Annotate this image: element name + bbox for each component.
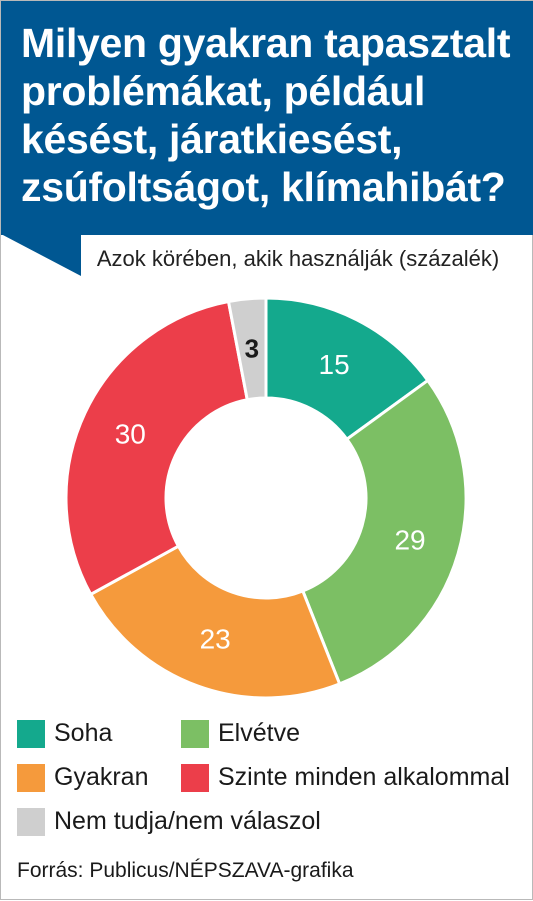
data-label-elvetve: 29 <box>394 524 425 555</box>
data-label-soha: 15 <box>319 349 350 380</box>
source-note: Forrás: Publicus/NÉPSZAVA-grafika <box>17 859 354 882</box>
legend-label-gyakran: Gyakran <box>54 763 149 791</box>
legend-label-soha: Soha <box>54 719 113 747</box>
legend-item-szinte-minden: Szinte minden alkalommal <box>181 763 510 792</box>
data-label-nem-tudja: 3 <box>245 334 259 364</box>
data-label-gyakran: 23 <box>200 624 231 655</box>
legend-swatch-szinte-minden <box>181 763 209 792</box>
data-label-szinte-minden: 30 <box>115 419 146 450</box>
legend-item-gyakran: Gyakran <box>17 763 148 792</box>
chart-subtitle: Azok körében, akik használják (százalék) <box>96 246 500 271</box>
header-banner: Milyen gyakran tapasztalt problémákat, p… <box>1 1 533 235</box>
legend-swatch-nem-tudja <box>17 807 45 836</box>
legend-swatch-gyakran <box>17 763 45 792</box>
legend-label-szinte-minden: Szinte minden alkalommal <box>218 763 510 791</box>
legend-label-elvetve: Elvétve <box>218 719 300 747</box>
slice-szinte-minden <box>64 299 250 597</box>
slice-elvetve <box>300 378 468 686</box>
legend-item-elvetve: Elvétve <box>181 719 300 748</box>
chart-title: Milyen gyakran tapasztalt problémákat, p… <box>21 20 511 210</box>
header-notch <box>1 234 81 276</box>
legend-swatch-elvetve <box>181 719 209 748</box>
legend-label-nem-tudja: Nem tudja/nem válaszol <box>54 807 321 835</box>
legend-swatch-soha <box>17 719 45 748</box>
legend-item-nem-tudja: Nem tudja/nem válaszol <box>17 807 321 836</box>
legend-item-soha: Soha <box>17 719 112 748</box>
slice-nem-tudja <box>226 296 268 402</box>
slice-gyakran <box>88 544 342 700</box>
donut-chart: 15 29 23 30 3 <box>64 296 468 700</box>
